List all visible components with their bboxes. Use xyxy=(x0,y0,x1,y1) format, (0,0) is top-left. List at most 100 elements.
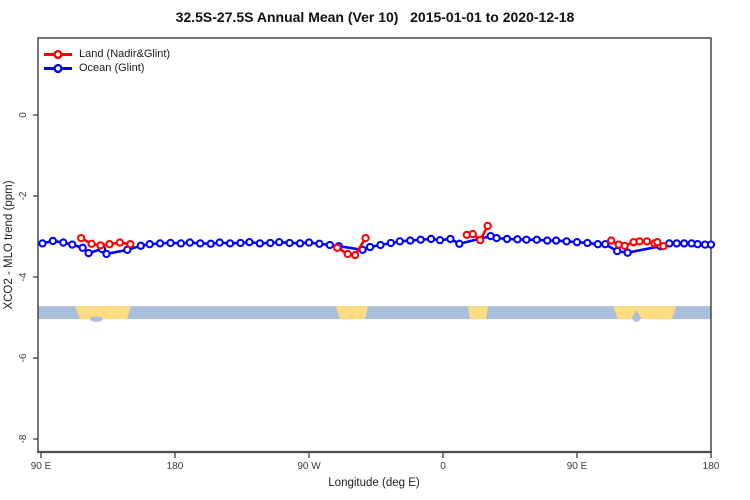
ocean-data-point xyxy=(426,234,436,244)
land-data-point xyxy=(468,229,477,239)
ocean-data-point xyxy=(155,239,165,248)
land-data-point xyxy=(126,240,135,249)
land-data-point xyxy=(87,239,96,248)
ocean-data-point xyxy=(196,239,205,248)
ocean-data-point xyxy=(435,235,445,245)
ocean-data-point xyxy=(672,239,681,248)
ocean-data-point xyxy=(623,248,632,257)
ocean-data-point xyxy=(245,238,254,247)
land-data-point xyxy=(96,241,105,250)
ocean-data-point xyxy=(304,238,314,247)
land-data-point xyxy=(620,241,629,250)
ocean-data-point xyxy=(365,242,375,252)
ocean-data-point xyxy=(78,243,87,252)
ocean-band xyxy=(38,306,711,320)
ocean-data-point xyxy=(275,238,284,247)
land-data-point xyxy=(476,235,485,245)
ocean-data-point xyxy=(386,238,396,248)
y-tick-label: -8 xyxy=(18,434,29,443)
ocean-data-point xyxy=(38,239,47,248)
band-bump xyxy=(89,316,103,322)
ocean-data-point xyxy=(236,238,245,248)
chart-layers: 90 E 180 90 W 0 90 E 180 0 -2 -4 -6 -8 xyxy=(18,37,720,472)
ocean-data-point xyxy=(406,236,415,245)
ocean-data-point xyxy=(68,240,77,249)
legend: Land (Nadir&Glint) Ocean (Glint) xyxy=(44,47,170,75)
ocean-data-point xyxy=(136,241,145,250)
ocean-data-point xyxy=(522,235,531,244)
y-axis-title: XCO2 - MLO trend (ppm) xyxy=(3,180,15,309)
ocean-data-point xyxy=(416,235,425,244)
land-data-point xyxy=(115,238,125,247)
ocean-data-point xyxy=(693,240,702,249)
ocean-series-segment xyxy=(458,234,492,246)
ocean-data-point xyxy=(446,234,455,244)
ocean-data-point xyxy=(502,234,512,244)
ocean-data-point xyxy=(583,238,592,248)
chart-title: 32.5S-27.5S Annual Mean (Ver 10) 2015-01… xyxy=(175,9,575,25)
land-patch-australia-2 xyxy=(613,306,677,320)
ocean-data-point xyxy=(225,239,235,248)
land-data-point xyxy=(659,242,668,251)
ocean-data-point xyxy=(613,246,622,256)
ocean-data-point xyxy=(325,240,334,250)
land-data-point xyxy=(361,233,370,243)
legend-swatch-shape xyxy=(53,63,63,73)
x-axis-title: Longitude (deg E) xyxy=(328,477,420,489)
ocean-data-point xyxy=(266,238,275,248)
ocean-data-point xyxy=(176,239,186,248)
legend-item-land: Land (Nadir&Glint) xyxy=(44,47,170,61)
ocean-data-point xyxy=(145,240,154,249)
legend-label-land: Land (Nadir&Glint) xyxy=(79,48,171,60)
ocean-data-point xyxy=(185,238,195,247)
ocean-data-point xyxy=(315,239,324,248)
land-patch-south-africa xyxy=(468,306,488,320)
x-tick-label: 180 xyxy=(167,461,184,472)
x-tick-label: 180 xyxy=(703,461,720,472)
ocean-data-point xyxy=(48,236,58,246)
land-data-point xyxy=(343,249,352,259)
land-data-point xyxy=(333,243,342,252)
ocean-data-point xyxy=(706,240,716,249)
y-tick-label: -4 xyxy=(18,272,29,281)
ocean-data-point xyxy=(455,239,464,248)
land-data-point xyxy=(350,250,360,260)
ocean-data-point xyxy=(593,240,602,249)
ocean-data-point xyxy=(492,233,501,243)
x-tick-label: 90 E xyxy=(31,461,52,472)
band-bump xyxy=(632,316,640,322)
land-data-point xyxy=(77,233,86,243)
ocean-data-point xyxy=(255,239,265,248)
x-tick-label: 90 W xyxy=(297,461,321,472)
land-data-point xyxy=(642,237,652,246)
ocean-data-point xyxy=(562,237,571,246)
land-data-point xyxy=(653,238,662,247)
ocean-data-point xyxy=(166,238,175,248)
x-tick-label: 0 xyxy=(440,461,446,472)
ocean-data-point xyxy=(552,236,561,245)
land-data-point xyxy=(607,236,616,245)
ocean-data-point xyxy=(572,238,582,247)
ocean-data-point xyxy=(102,249,111,259)
ocean-data-point xyxy=(215,238,224,247)
ocean-series-swatch-icon xyxy=(44,63,72,73)
ocean-data-point xyxy=(532,235,541,244)
y-tick-label: 0 xyxy=(18,112,29,118)
legend-item-ocean: Ocean (Glint) xyxy=(44,61,170,75)
land-data-point xyxy=(635,237,644,246)
legend-swatch-shape xyxy=(53,49,63,59)
ocean-data-point xyxy=(59,238,68,247)
ocean-data-point xyxy=(84,248,93,258)
land-patch-australia xyxy=(74,306,131,320)
land-patch-south-america xyxy=(335,306,368,320)
y-tick-label: -6 xyxy=(18,353,29,362)
x-tick-label: 90 E xyxy=(567,461,588,472)
ocean-data-point xyxy=(395,237,404,246)
ocean-data-point xyxy=(295,239,305,248)
ocean-data-point xyxy=(206,239,215,248)
legend-label-ocean: Ocean (Glint) xyxy=(79,62,145,74)
land-series-swatch-icon xyxy=(44,49,72,59)
land-data-point xyxy=(483,221,492,231)
land-data-point xyxy=(105,240,114,249)
